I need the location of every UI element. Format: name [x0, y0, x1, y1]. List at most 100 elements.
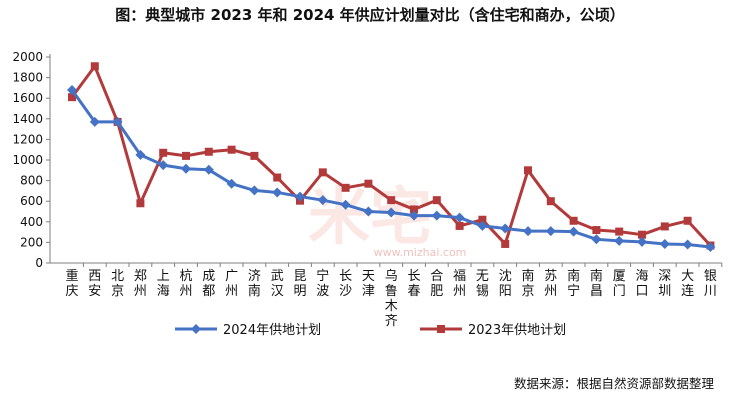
- x-tick-label: 天津: [362, 269, 375, 299]
- data-point: [112, 116, 123, 127]
- x-tick-label: 成都: [202, 269, 215, 299]
- x-tick-label: 武汉: [271, 269, 284, 299]
- data-point: [591, 234, 602, 245]
- x-tick-label: 无锡: [476, 269, 489, 299]
- data-point: [410, 205, 418, 214]
- data-point: [524, 166, 532, 175]
- data-point: [705, 242, 716, 253]
- data-point: [387, 196, 396, 205]
- data-point: [614, 235, 625, 246]
- data-point: [159, 148, 168, 157]
- data-point: [431, 210, 442, 221]
- data-point: [409, 210, 419, 221]
- data-point: [318, 168, 327, 177]
- data-point: [386, 207, 397, 218]
- data-point: [317, 195, 328, 206]
- x-tick-label: 上海: [157, 269, 170, 299]
- data-point: [682, 239, 693, 250]
- chart-title: 图：典型城市 2023 年和 2024 年供应计划量对比（含住宅和商办，公顷）: [115, 6, 625, 24]
- x-tick-label: 苏州: [544, 268, 557, 299]
- y-tick-label: 1600: [12, 91, 43, 105]
- data-point: [273, 173, 282, 182]
- data-point: [203, 164, 214, 175]
- data-point: [478, 215, 487, 224]
- x-tick-label: 郑州: [134, 269, 147, 299]
- y-tick-label: 1200: [12, 132, 43, 146]
- y-tick-label: 1400: [12, 112, 43, 126]
- data-point: [637, 236, 647, 247]
- data-point: [545, 226, 556, 237]
- x-tick-label: 广州: [225, 269, 238, 299]
- y-tick-label: 1800: [12, 71, 43, 85]
- data-point: [454, 212, 465, 223]
- data-point: [683, 216, 692, 225]
- data-point: [477, 220, 488, 231]
- data-point: [204, 147, 213, 156]
- x-tick-label: 西安: [88, 269, 101, 299]
- data-point: [182, 151, 190, 160]
- legend-marker: [191, 324, 201, 334]
- x-tick-label: 南宁: [567, 268, 580, 299]
- y-tick-label: 200: [20, 235, 43, 249]
- data-point: [135, 149, 146, 160]
- data-point: [659, 238, 670, 249]
- x-tick-label: 银川: [704, 269, 717, 299]
- data-point: [592, 226, 601, 235]
- data-point: [158, 160, 169, 171]
- data-point: [568, 226, 579, 237]
- x-tick-label: 宁波: [316, 268, 329, 299]
- y-tick-label: 2000: [12, 50, 43, 64]
- data-point: [226, 178, 237, 189]
- legend-label: 2023年供地计划: [468, 323, 566, 338]
- data-point: [638, 230, 646, 239]
- x-tick-label: 合肥: [430, 269, 443, 299]
- x-tick-label: 北京: [111, 269, 124, 299]
- x-tick-label: 南昌: [590, 268, 603, 299]
- y-tick-label: 800: [20, 174, 43, 188]
- data-point: [523, 226, 533, 237]
- data-point: [68, 93, 76, 102]
- data-point: [340, 199, 351, 210]
- x-tick-label: 深圳: [658, 269, 671, 299]
- data-point: [89, 116, 100, 127]
- data-point: [615, 227, 624, 236]
- data-point: [295, 191, 305, 202]
- x-tick-label: 大连: [681, 269, 694, 299]
- x-tick-label: 厦门: [613, 269, 626, 299]
- data-point: [546, 197, 555, 206]
- y-tick-label: 1000: [12, 153, 43, 167]
- x-tick-label: 乌鲁木齐: [385, 268, 398, 329]
- data-point: [181, 163, 191, 174]
- x-tick-label: 福州: [453, 269, 466, 299]
- legend-label: 2024年供地计划: [223, 323, 321, 338]
- data-point: [455, 221, 464, 230]
- x-tick-label: 南京: [521, 268, 534, 299]
- watermark-text: www.mizhai.com: [374, 246, 467, 259]
- chart-source: 数据来源：根据自然资源部数据整理: [513, 376, 714, 391]
- legend-marker: [437, 325, 445, 333]
- data-point: [250, 151, 259, 160]
- data-point: [227, 145, 236, 154]
- data-point: [249, 185, 260, 196]
- x-tick-label: 重庆: [65, 268, 78, 299]
- data-point: [272, 187, 283, 198]
- data-point: [67, 84, 77, 95]
- data-point: [660, 222, 669, 231]
- y-tick-label: 0: [35, 256, 43, 270]
- data-point: [364, 179, 373, 188]
- x-tick-label: 海口: [635, 269, 648, 299]
- data-point: [432, 196, 441, 205]
- x-tick-label: 长沙: [339, 269, 352, 299]
- data-point: [569, 216, 578, 225]
- data-point: [341, 183, 350, 192]
- y-tick-label: 400: [20, 215, 43, 229]
- x-tick-label: 济南: [248, 269, 261, 299]
- x-tick-label: 沈阳: [499, 269, 512, 299]
- data-point: [363, 206, 374, 217]
- data-point: [136, 199, 145, 208]
- x-tick-label: 昆明: [293, 269, 306, 299]
- data-point: [501, 239, 510, 248]
- x-tick-label: 长春: [407, 269, 420, 299]
